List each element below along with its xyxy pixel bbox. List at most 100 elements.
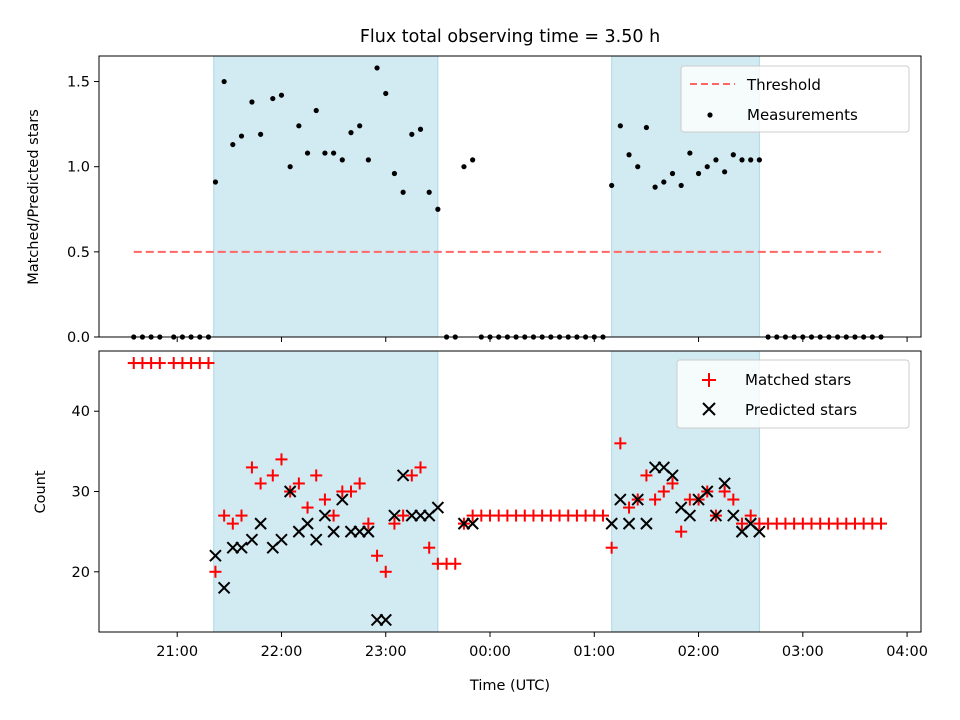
measurement-point	[739, 157, 745, 163]
measurement-point	[313, 107, 319, 114]
ratio-panel-frame	[98, 55, 922, 338]
y-tick-label: 0.0	[67, 330, 90, 346]
measurement-point	[270, 95, 276, 102]
matched-star-point	[605, 541, 618, 554]
ratio-panel: 0.0 0.5 1.0 1.5 Matched/Predicted stars Thr…	[26, 55, 922, 346]
measurement-point	[331, 150, 337, 156]
matched-star-point	[405, 469, 418, 482]
measurement-point	[661, 179, 667, 185]
matched-star-point	[744, 509, 757, 522]
measurement-point	[339, 157, 345, 163]
measurement-point	[678, 182, 684, 189]
matched-star-point	[875, 517, 888, 530]
predicted-star-point	[753, 525, 766, 538]
ratio-legend: Threshold Measurements	[680, 65, 910, 133]
predicted-star-point	[388, 509, 401, 522]
predicted-star-point	[209, 549, 222, 562]
y-tick-label: 1.0	[67, 160, 90, 176]
x-tick-label: 01:00	[573, 644, 615, 660]
predicted-star-point	[666, 469, 679, 482]
matched-star-point	[353, 477, 366, 490]
matched-star-point	[657, 485, 670, 498]
count-panel: 21:00 22:00 23:00 00:00 01:00 02:00 03:00 04:00…	[33, 350, 928, 694]
measurement-point	[461, 164, 467, 170]
matched-star-point	[318, 493, 331, 506]
matched-star-point	[736, 517, 749, 530]
predicted-star-point	[235, 541, 248, 554]
observing-interval-shade	[213, 350, 439, 633]
predicted-star-point	[622, 517, 636, 530]
measurement-point	[626, 152, 632, 158]
matched-star-point	[379, 565, 392, 578]
measurement-point	[230, 141, 236, 148]
matched-star-point	[423, 541, 436, 554]
measurement-point	[357, 123, 363, 129]
predicted-star-point	[640, 517, 653, 530]
measurement-point	[322, 150, 328, 156]
matched-star-point	[414, 461, 427, 474]
x-tick-label: 22:00	[261, 644, 303, 660]
matched-star-point	[344, 485, 357, 498]
matched-star-point	[245, 461, 258, 474]
measurement-point	[374, 65, 380, 71]
measurement-point	[669, 170, 676, 177]
measurement-point	[348, 130, 354, 136]
measurement-point	[617, 123, 623, 129]
predicted-star-point	[254, 517, 267, 530]
measurement-point	[609, 182, 615, 189]
x-tick-label: 23:00	[365, 644, 407, 660]
threshold-legend-label: Threshold	[746, 76, 821, 94]
predicted-star-point	[327, 525, 340, 538]
y-tick-label: 40	[72, 404, 90, 420]
matched-star-point	[301, 501, 314, 514]
measurement-point	[756, 157, 762, 163]
matched-star-point	[623, 501, 636, 514]
measurement-point	[635, 164, 641, 170]
x-tick-label: 21:00	[156, 644, 198, 660]
predicted-star-point	[310, 533, 323, 546]
x-tick-label: 03:00	[782, 644, 824, 660]
predicted-star-point	[466, 517, 479, 530]
measurement-point	[212, 179, 219, 185]
matched-star-point	[371, 549, 384, 562]
matched-star-point	[226, 517, 239, 530]
matched-star-point	[666, 477, 679, 490]
matched-star-point	[362, 517, 375, 530]
measurement-point	[704, 164, 710, 170]
matched-star-point	[218, 509, 231, 522]
measurement-point	[221, 78, 227, 85]
measurement-point	[695, 170, 702, 177]
matched-star-point	[596, 509, 609, 522]
matched-star-point	[275, 453, 288, 466]
count-legend: Matched stars Predicted stars	[676, 359, 910, 429]
measurement-point	[748, 157, 754, 163]
measurement-point	[296, 123, 302, 129]
measurement-point	[470, 157, 476, 163]
measurement-point	[400, 189, 406, 195]
predicted-star-point	[614, 493, 627, 506]
x-tick-label: 00:00	[469, 644, 511, 660]
matched-star-point	[266, 469, 279, 482]
measurement-point	[383, 90, 389, 97]
predicted-star-point	[605, 517, 618, 530]
y-tick-label: 20	[72, 565, 90, 581]
matched-star-point	[675, 525, 688, 538]
matched-star-point	[718, 485, 731, 498]
matched-star-point	[202, 357, 215, 370]
measurement-point	[365, 157, 371, 163]
chart-title: Flux total observing time = 3.50 h	[360, 27, 660, 47]
matched-star-point	[292, 477, 305, 490]
measurement-point	[238, 133, 245, 139]
matched-star-point	[397, 509, 410, 522]
predicted-star-point	[283, 485, 297, 498]
matched-legend-marker	[702, 373, 716, 387]
matched-star-point	[649, 493, 662, 506]
predicted-star-point	[718, 477, 731, 490]
predicted-star-point	[318, 509, 332, 522]
matched-star-point	[449, 557, 462, 570]
predicted-star-point	[683, 509, 697, 522]
measurement-point	[249, 99, 255, 105]
predicted-star-point	[431, 501, 445, 514]
measurement-point	[652, 184, 658, 190]
